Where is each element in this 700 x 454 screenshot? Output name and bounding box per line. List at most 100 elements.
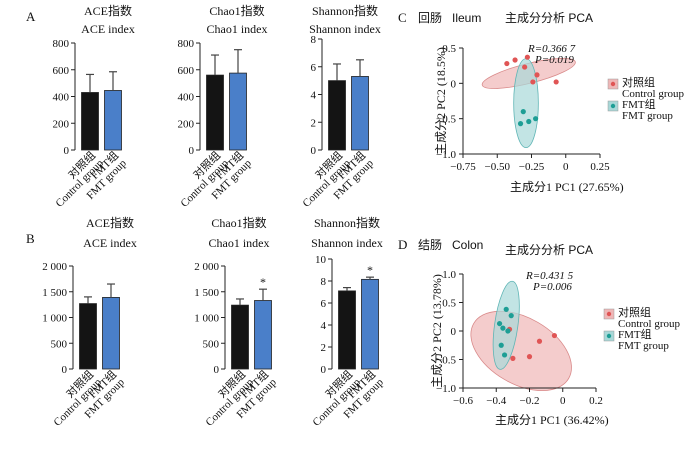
- chart-b2-y-tick-label: 1 500: [194, 287, 219, 299]
- chart-a3-y-tick-label: 8: [311, 34, 317, 46]
- chart-b3-significance-star: *: [367, 263, 373, 277]
- legend-label-en: Control group: [618, 318, 681, 330]
- chart-d-x-tick-label: 0.2: [589, 395, 603, 407]
- chart-b2-subtitle: Chao1 index: [209, 236, 270, 250]
- chart-c-point-control: [534, 72, 540, 78]
- chart-b3-y-tick-label: 8: [321, 276, 327, 288]
- panel-d-title-cn: 结肠: [418, 238, 442, 252]
- chart-d-legend-marker-fmt: [606, 333, 612, 339]
- chart-a3-y-tick-label: 0: [311, 145, 317, 157]
- chart-a2-y-tick-label: 600: [178, 65, 195, 77]
- panel-d-subtitle: 主成分分析 PCA: [505, 243, 593, 257]
- panel-letter-a: A: [26, 9, 36, 24]
- chart-a1-bar-control: [81, 92, 99, 151]
- chart-d-y-tick-label: −0.5: [436, 355, 456, 367]
- chart-d-x-tick-label: 0: [560, 395, 566, 407]
- chart-a1-bar-fmt: [104, 90, 122, 151]
- chart-a3-y-tick-label: 4: [311, 90, 317, 102]
- panel-letter-d: D: [398, 237, 407, 252]
- chart-b1-bar-fmt: [102, 297, 120, 370]
- chart-c-stat-p: P=0.019: [534, 54, 574, 66]
- legend-label-cn: FMT组: [618, 327, 652, 341]
- chart-a3-y-tick-label: 2: [311, 117, 317, 129]
- chart-c-point-control: [524, 54, 530, 60]
- chart-d-point-control: [536, 338, 543, 344]
- chart-c-x-tick-label: −0.50: [485, 161, 511, 173]
- chart-b2-bar-control: [231, 304, 249, 370]
- chart-a2-y-tick-label: 800: [178, 38, 195, 50]
- chart-d-point-fmt: [500, 325, 506, 331]
- chart-a1-y-tick-label: 200: [53, 118, 70, 130]
- chart-c-legend-label-fmt: FMT组 FMT group: [622, 97, 673, 122]
- chart-d-y-tick-label: 0.5: [442, 298, 456, 310]
- legend-label-en: Control group: [622, 88, 685, 100]
- chart-b3-subtitle: Shannon index: [311, 236, 383, 250]
- chart-b3-bar-fmt: [361, 278, 379, 370]
- chart-b2-y-tick-label: 500: [203, 338, 220, 350]
- chart-b1-y-tick-label: 2 000: [42, 261, 67, 273]
- chart-d-legend-label-fmt: FMT组 FMT group: [618, 327, 669, 352]
- chart-c-x-tick-label: −0.25: [519, 161, 545, 173]
- chart-a1-title: ACE指数: [84, 3, 132, 18]
- chart-d-point-fmt: [496, 320, 503, 327]
- chart-a3-bar-fmt: [351, 76, 369, 151]
- legend-label-en: FMT group: [618, 340, 669, 352]
- chart-b2-bar-fmt: [254, 300, 272, 370]
- chart-d-point-control: [551, 332, 558, 339]
- chart-d-stat-p: P=0.006: [532, 281, 572, 293]
- chart-b2-significance-star: *: [260, 275, 266, 289]
- chart-a3-subtitle: Shannon index: [309, 22, 381, 36]
- chart-d-y-tick-label: −1.0: [436, 383, 456, 395]
- chart-a3-y-tick-label: 6: [311, 62, 317, 74]
- chart-b3-title: Shannon指数: [314, 215, 380, 230]
- chart-c-ellipse-fmt: [513, 58, 539, 149]
- chart-c-y-tick-label: 0.5: [442, 43, 456, 55]
- chart-c-legend-label-control: 对照组 Control group: [622, 75, 685, 100]
- chart-c-point-fmt: [526, 118, 532, 125]
- chart-a1-y-tick-label: 600: [53, 65, 70, 77]
- chart-b1-subtitle: ACE index: [83, 236, 137, 250]
- chart-c-y-tick-label: −1.0: [436, 149, 456, 161]
- chart-d-ellipse-control: [470, 310, 572, 392]
- chart-b1-bar-control: [79, 303, 97, 370]
- chart-a1-y-tick-label: 400: [53, 92, 70, 104]
- chart-c-x-tick-label: −0.75: [450, 161, 476, 173]
- legend-label-cn: FMT组: [622, 97, 656, 111]
- chart-c-point-control: [512, 57, 518, 63]
- chart-d-point-fmt: [501, 352, 508, 358]
- chart-d-legend-marker-control: [606, 311, 612, 317]
- panel-c-subtitle: 主成分分析 PCA: [505, 11, 593, 25]
- chart-c-y-axis-label: 主成分2 PC2 (18.5%): [434, 47, 448, 155]
- chart-b2-title: Chao1指数: [211, 215, 266, 230]
- panel-d-title-en: Colon: [452, 238, 483, 252]
- chart-c-x-tick-label: 0.25: [590, 161, 610, 173]
- legend-label-cn: 对照组: [618, 305, 651, 319]
- chart-a2-bar-control: [206, 74, 224, 151]
- chart-d-x-axis-label: 主成分1 PC1 (36.42%): [495, 413, 609, 427]
- chart-b2-y-tick-label: 2 000: [194, 261, 219, 273]
- chart-b3-y-tick-label: 4: [321, 320, 327, 332]
- panel-c-title-cn: 回肠: [418, 11, 442, 25]
- legend-label-cn: 对照组: [622, 75, 655, 89]
- chart-c-point-control: [530, 79, 536, 85]
- chart-c-stat-r: R=0.366 7: [527, 43, 576, 55]
- chart-a1-y-tick-label: 800: [53, 38, 70, 50]
- chart-c-point-fmt: [520, 109, 526, 115]
- chart-c-y-tick-label: −0.5: [436, 114, 456, 126]
- panel-c-title-en: Ileum: [452, 11, 481, 25]
- chart-a3-title: Shannon指数: [312, 3, 378, 18]
- chart-c-legend-marker-control: [610, 81, 616, 87]
- chart-d-point-fmt: [503, 306, 509, 312]
- chart-d-point-fmt: [498, 342, 504, 348]
- chart-b1-y-tick-label: 1 500: [42, 287, 67, 299]
- chart-b3-y-tick-label: 10: [315, 254, 327, 266]
- chart-d-stat-r: R=0.431 5: [525, 270, 574, 282]
- chart-c-x-axis-label: 主成分1 PC1 (27.65%): [510, 180, 624, 194]
- chart-a2-subtitle: Chao1 index: [207, 22, 268, 36]
- chart-c-legend-marker-fmt: [610, 103, 616, 109]
- chart-a2-y-tick-label: 400: [178, 92, 195, 104]
- chart-c-point-control: [522, 64, 528, 70]
- chart-c-point-control: [553, 79, 559, 85]
